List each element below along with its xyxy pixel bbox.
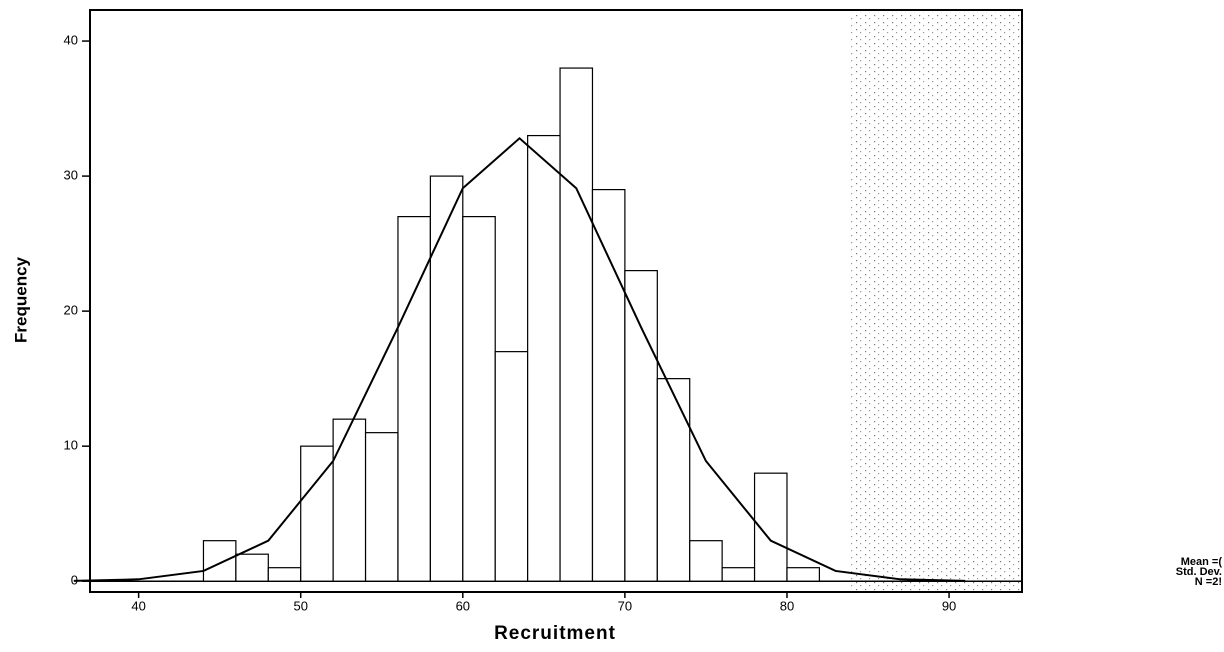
legend-text: N =2! [1195, 576, 1222, 588]
bar [267, 567, 302, 582]
legend-text: Std. Dev. [1176, 566, 1222, 578]
bar [786, 567, 820, 582]
bar [462, 216, 496, 582]
bar [624, 270, 658, 582]
bar [559, 67, 594, 582]
bar [235, 553, 269, 582]
x-tick-label: 40 [131, 598, 145, 613]
x-tick-label: 50 [293, 598, 307, 613]
bar [202, 540, 237, 582]
y-tick-label: 10 [64, 438, 78, 453]
legend-text: Mean =( [1181, 556, 1223, 568]
bar [656, 378, 691, 582]
y-tick-label: 40 [64, 32, 78, 47]
bar [721, 567, 756, 582]
x-tick-label: 90 [942, 598, 956, 613]
bar [429, 175, 464, 582]
bar [332, 418, 367, 582]
bar [494, 351, 529, 582]
y-tick-label: 30 [64, 168, 78, 183]
y-tick-label: 20 [64, 303, 78, 318]
bar [753, 472, 788, 582]
bar [591, 188, 626, 582]
bar [527, 134, 561, 582]
x-tick-label: 60 [456, 598, 470, 613]
y-axis-label: Frequency [11, 256, 30, 343]
normal-curve [73, 136, 966, 582]
x-tick-label: 70 [618, 598, 632, 613]
plot-frame [89, 9, 1023, 593]
bar [689, 540, 723, 582]
x-tick-label: 80 [780, 598, 794, 613]
bar [397, 216, 431, 582]
bar [364, 432, 399, 582]
dotted-texture [850, 12, 1022, 592]
x-axis-label: Recruitment [494, 623, 616, 644]
